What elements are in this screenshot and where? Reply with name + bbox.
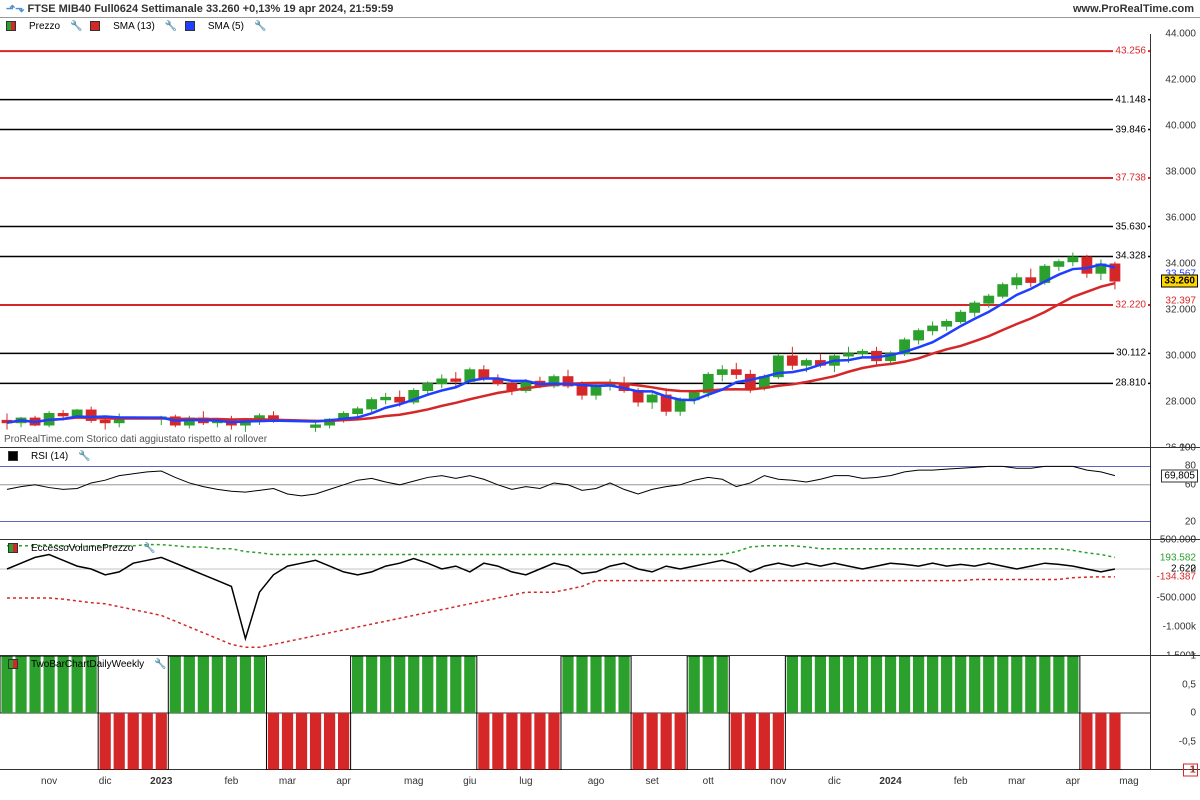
evp-legend: EccessoVolumePrezzo 🔧 bbox=[2, 540, 159, 556]
rsi-marker: 69,805 bbox=[1161, 469, 1198, 482]
wrench-icon[interactable]: 🔧 bbox=[143, 543, 153, 553]
xaxis-label: dic bbox=[99, 776, 112, 787]
price-yaxis: 26.00028.00030.00032.00034.00036.00038.0… bbox=[1150, 34, 1200, 447]
chart-header: ⬏⬎ FTSE MIB40 Full0624 Settimanale 33.26… bbox=[0, 0, 1200, 18]
xaxis-label: 2024 bbox=[879, 776, 901, 787]
title-text: FTSE MIB40 Full0624 Settimanale 33.260 +… bbox=[27, 3, 393, 15]
twobar-yaxis: -1-0,500,51-1 bbox=[1150, 656, 1200, 769]
evp-label: EccessoVolumePrezzo bbox=[31, 543, 133, 554]
evp-marker: 193.582 bbox=[1158, 552, 1198, 563]
hline-label: 37.738 bbox=[1113, 173, 1148, 184]
xaxis-label: ago bbox=[588, 776, 605, 787]
xaxis-label: 2023 bbox=[150, 776, 172, 787]
xaxis-label: ott bbox=[703, 776, 714, 787]
rsi-yaxis: 020608010069,805 bbox=[1150, 448, 1200, 539]
brand-link[interactable]: www.ProRealTime.com bbox=[1073, 3, 1194, 15]
price-marker: 33.260 bbox=[1161, 275, 1198, 288]
hline-label: 30.112 bbox=[1114, 348, 1148, 359]
time-axis: nov dic 2023 feb mar apr mag giu lug ago set ott nov… bbox=[0, 770, 1200, 800]
xaxis-label: lug bbox=[519, 776, 532, 787]
twobar-label: TwoBarChartDailyWeekly bbox=[31, 659, 144, 670]
evp-yaxis: -1.500k-1.000k-500.0000500.000193.5822.6… bbox=[1150, 540, 1200, 655]
rsi-label: RSI (14) bbox=[31, 451, 68, 462]
xaxis-label: dic bbox=[828, 776, 841, 787]
xaxis-label: mag bbox=[1119, 776, 1138, 787]
xaxis-label: apr bbox=[336, 776, 350, 787]
xaxis-label: giu bbox=[463, 776, 476, 787]
twobar-panel[interactable]: TwoBarChartDailyWeekly 🔧 -1-0,500,51-1 bbox=[0, 656, 1200, 770]
hline-label: 39.846 bbox=[1113, 124, 1148, 135]
wrench-icon[interactable]: 🔧 bbox=[154, 659, 164, 669]
legend-label: SMA (5) bbox=[208, 21, 244, 32]
chart-icon: ⬏⬎ bbox=[6, 3, 24, 15]
xaxis-label: feb bbox=[954, 776, 968, 787]
rsi-legend: RSI (14) 🔧 bbox=[2, 448, 94, 464]
footer-note: ProRealTime.com Storico dati aggiustato … bbox=[4, 434, 267, 445]
hline-label: 34.328 bbox=[1113, 251, 1148, 262]
hline-label: 28.810 bbox=[1113, 378, 1148, 389]
price-panel[interactable]: 43.256 41.148 39.846 37.738 35.630 34.328 32.2… bbox=[0, 34, 1200, 448]
wrench-icon[interactable]: 🔧 bbox=[78, 451, 88, 461]
legend-label: SMA (13) bbox=[113, 21, 155, 32]
evp-panel[interactable]: EccessoVolumePrezzo 🔧 -1.500k-1.000k-500… bbox=[0, 540, 1200, 656]
xaxis-label: mag bbox=[404, 776, 423, 787]
legend-label: Prezzo bbox=[29, 21, 60, 32]
main-legend: Prezzo 🔧 SMA (13) 🔧 SMA (5) 🔧 bbox=[0, 18, 1200, 34]
hline-label: 43.256 bbox=[1113, 46, 1148, 57]
hline-label: 41.148 bbox=[1113, 94, 1148, 105]
xaxis-label: apr bbox=[1066, 776, 1080, 787]
evp-marker: -134.387 bbox=[1155, 571, 1198, 582]
xaxis-label: mar bbox=[1008, 776, 1025, 787]
chart-title: ⬏⬎ FTSE MIB40 Full0624 Settimanale 33.26… bbox=[6, 2, 393, 15]
twobar-legend: TwoBarChartDailyWeekly 🔧 bbox=[2, 656, 170, 672]
hline-label: 35.630 bbox=[1113, 221, 1148, 232]
xaxis-label: set bbox=[645, 776, 658, 787]
wrench-icon[interactable]: 🔧 bbox=[254, 21, 264, 31]
hline-label: 32.220 bbox=[1113, 299, 1148, 310]
price-marker: 32.397 bbox=[1163, 295, 1198, 306]
twobar-marker: -1 bbox=[1183, 764, 1198, 777]
xaxis-label: feb bbox=[224, 776, 238, 787]
wrench-icon[interactable]: 🔧 bbox=[70, 21, 80, 31]
wrench-icon[interactable]: 🔧 bbox=[165, 21, 175, 31]
xaxis-label: mar bbox=[279, 776, 296, 787]
rsi-panel[interactable]: RSI (14) 🔧 020608010069,805 bbox=[0, 448, 1200, 540]
xaxis-label: nov bbox=[770, 776, 786, 787]
xaxis-label: nov bbox=[41, 776, 57, 787]
